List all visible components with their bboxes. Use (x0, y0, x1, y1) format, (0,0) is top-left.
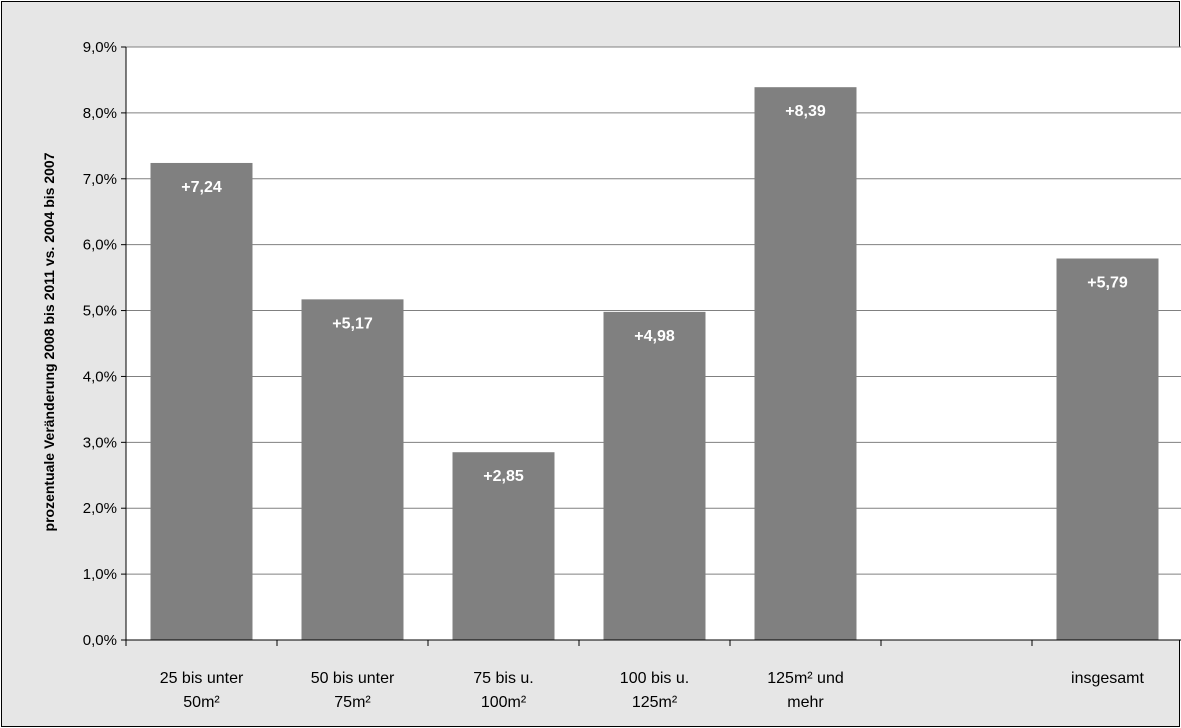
y-tick-label: 1,0% (83, 566, 117, 583)
x-tick-label: mehr (787, 694, 824, 711)
y-tick-label: 6,0% (83, 237, 117, 254)
data-label: +8,39 (785, 103, 826, 120)
x-tick-label: 50m² (183, 694, 220, 711)
y-tick-label: 7,0% (83, 171, 117, 188)
bar (1056, 258, 1159, 640)
x-tick-label: 125m² (632, 694, 678, 711)
y-tick-label: 8,0% (83, 105, 117, 122)
y-tick-label: 9,0% (83, 39, 117, 56)
x-tick-label: 25 bis unter (160, 670, 244, 687)
bar (150, 162, 253, 640)
data-label: +2,85 (483, 468, 524, 485)
data-label: +7,24 (181, 179, 222, 196)
bar (754, 87, 857, 641)
y-axis-title: prozentuale Veränderung 2008 bis 2011 vs… (41, 152, 57, 531)
y-tick-label: 2,0% (83, 500, 117, 517)
bar (301, 299, 404, 640)
x-tick-label: 50 bis unter (311, 670, 395, 687)
bar (603, 311, 706, 640)
bar (452, 452, 555, 640)
x-tick-label: 75 bis u. (473, 670, 533, 687)
data-label: +5,17 (332, 315, 373, 332)
x-tick-label: 100m² (481, 694, 527, 711)
y-tick-label: 5,0% (83, 303, 117, 320)
y-tick-label: 4,0% (83, 368, 117, 385)
axes (121, 46, 1181, 646)
y-tick-label: 0,0% (83, 632, 117, 649)
labels: 0,0% 1,0% 2,0% 3,0% 4,0% 5,0% 6,0% 7,0% 8,0% 9,0%… (83, 39, 1145, 711)
data-label: +4,98 (634, 328, 675, 345)
bars (150, 87, 1159, 641)
data-label: +5,79 (1087, 275, 1128, 292)
x-tick-label: 75m² (334, 694, 371, 711)
x-tick-label: 100 bis u. (620, 670, 689, 687)
x-tick-label: insgesamt (1071, 670, 1144, 687)
x-tick-label: 125m² und (767, 670, 844, 687)
y-tick-label: 3,0% (83, 434, 117, 451)
